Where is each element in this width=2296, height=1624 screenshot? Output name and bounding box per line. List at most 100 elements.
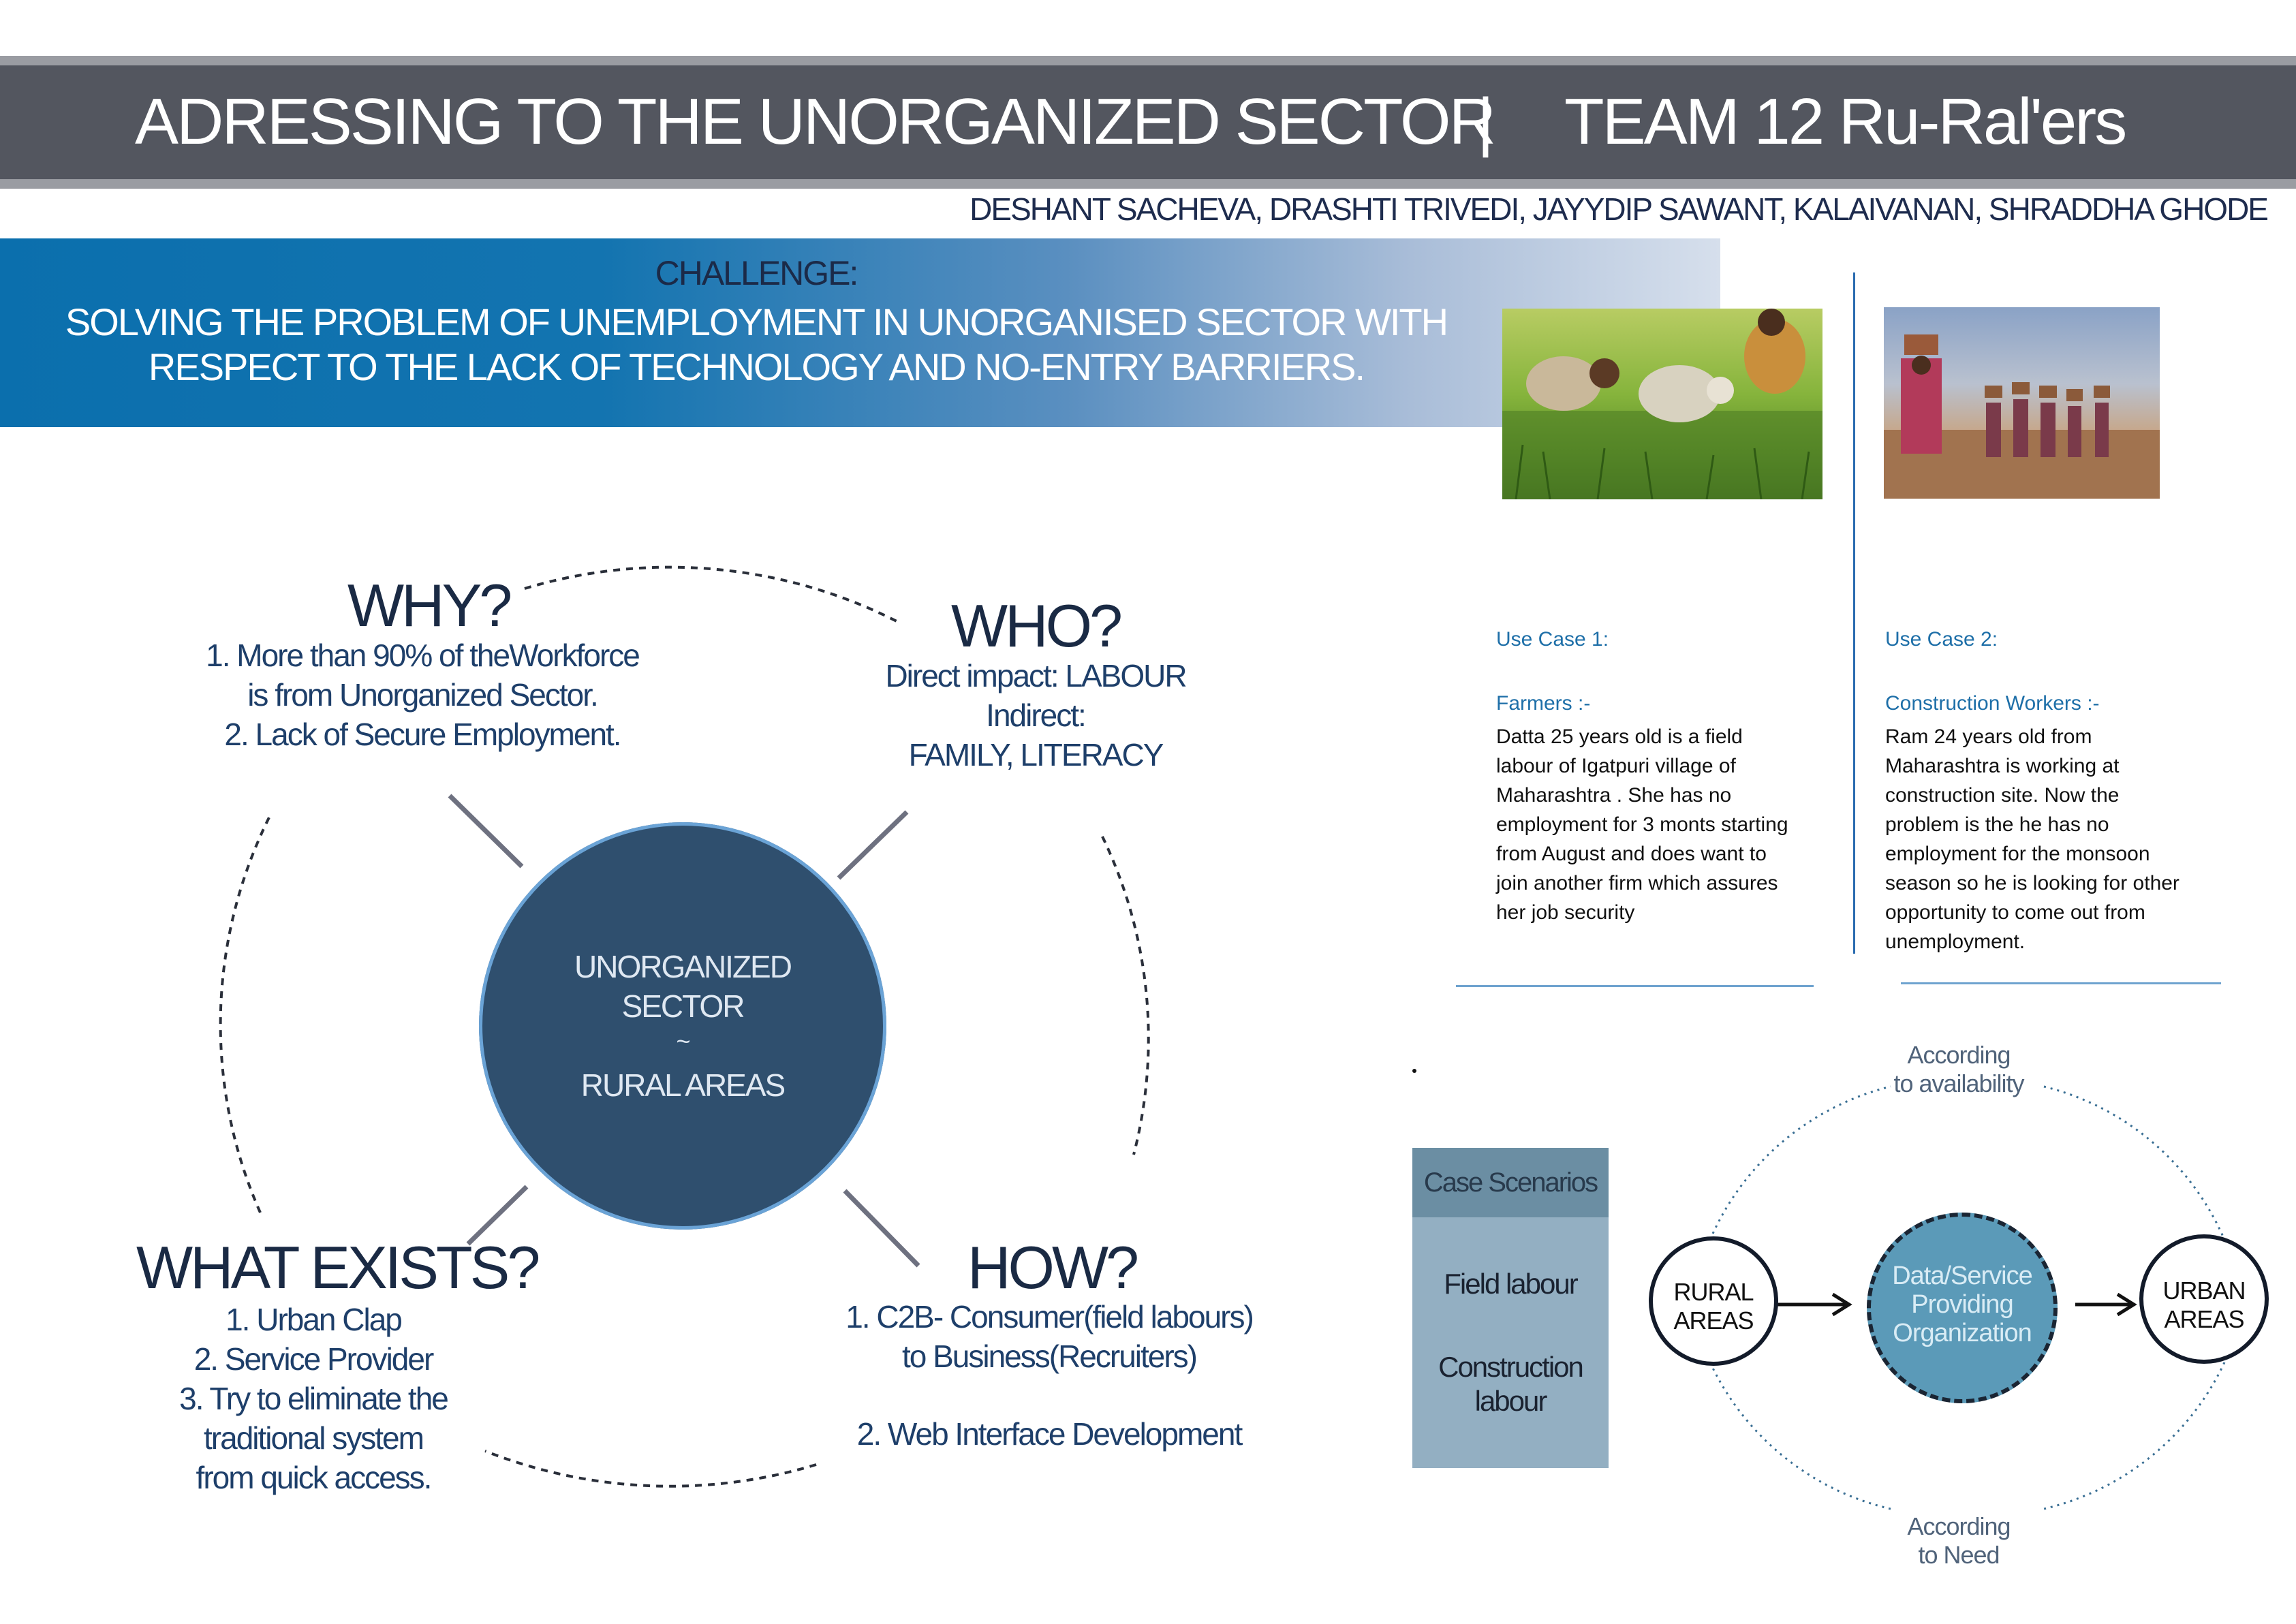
what-exists-line: traditional system — [204, 1420, 424, 1456]
what-exists-text: 1. Urban Clap 2. Service Provider 3. Try… — [123, 1300, 504, 1497]
use-case-2-line: construction site. Now the — [1885, 784, 2120, 807]
use-case-1-line: her job security — [1496, 901, 1635, 924]
urban-line: URBAN — [2162, 1277, 2246, 1305]
use-case-1-line: join another firm which assures — [1496, 872, 1778, 894]
why-line: is from Unorganized Sector. — [247, 677, 599, 713]
how-line: to Business(Recruiters) — [901, 1339, 1198, 1374]
how-line: 1. C2B- Consumer(field labours) — [846, 1299, 1254, 1334]
who-line: FAMILY, LITERACY — [908, 737, 1164, 772]
title-separator: | — [1477, 85, 1494, 158]
arc-bottom — [484, 1450, 817, 1488]
use-case-2-label: Use Case 2: — [1885, 628, 1998, 651]
arc-right — [1101, 836, 1150, 1155]
challenge-heading: CHALLENGE: — [655, 254, 859, 292]
center-circle — [479, 822, 886, 1230]
what-exists-line: 2. Service Provider — [193, 1341, 435, 1377]
center-text-line1: UNORGANIZED — [574, 949, 792, 984]
use-case-1-line: from August and does want to — [1496, 843, 1767, 865]
label-according-need: According to Need — [1840, 1512, 2078, 1570]
why-line: 2. Lack of Secure Employment. — [224, 717, 621, 752]
use-case-1-subject: Farmers :- — [1496, 692, 1591, 715]
use-case-1-label: Use Case 1: — [1496, 628, 1609, 651]
urban-areas-node — [2139, 1234, 2269, 1364]
rural-areas-label: RURAL AREAS — [1649, 1278, 1778, 1335]
center-text-line2: SECTOR — [621, 988, 745, 1024]
arrow-data-to-urban-head — [2116, 1292, 2137, 1317]
what-exists-line: 3. Try to eliminate the — [179, 1381, 449, 1416]
data-service-label: Data/Service Providing Organization — [1867, 1262, 2058, 1347]
urban-areas-label: URBAN AREAS — [2139, 1277, 2269, 1334]
center-text-line4: RURAL AREAS — [580, 1067, 786, 1103]
title-left: ADRESSING TO THE UNORGANIZED SECTOR — [135, 85, 1496, 158]
label-according-availability: According to availability — [1840, 1041, 2078, 1098]
use-case-2-line: employment for the monsoon — [1885, 843, 2150, 865]
use-case-2-text: Ram 24 years old from Maharashtra is wor… — [1885, 722, 2179, 956]
use-case-2-line: opportunity to come out from — [1885, 901, 2145, 924]
how-heading: HOW? — [967, 1234, 1139, 1301]
bottom-label-line: According — [1907, 1512, 2011, 1540]
how-line: 2. Web Interface Development — [856, 1416, 1243, 1452]
challenge-line-1: SOLVING THE PROBLEM OF UNEMPLOYMENT IN U… — [65, 300, 1448, 343]
use-case-1-line: Maharashtra . She has no — [1496, 784, 1732, 807]
connector-why — [448, 794, 524, 869]
use-case-2-line: Maharashtra is working at — [1885, 755, 2120, 777]
who-line: Indirect: — [986, 698, 1087, 733]
use-case-2-underline — [1901, 982, 2221, 984]
why-text: 1. More than 90% of theWorkforce is from… — [164, 636, 681, 754]
use-case-1-line: employment for 3 monts starting — [1496, 813, 1788, 836]
data-line: Organization — [1893, 1319, 2032, 1347]
use-case-divider — [1853, 272, 1855, 954]
connector-who — [837, 810, 909, 880]
rural-line: RURAL — [1673, 1278, 1754, 1306]
what-exists-line: 1. Urban Clap — [226, 1302, 403, 1337]
how-text: 1. C2B- Consumer(field labours) to Busin… — [818, 1297, 1281, 1454]
case-scenarios-heading: Case Scenarios — [1412, 1148, 1609, 1217]
use-case-2-line: problem is the he has no — [1885, 813, 2109, 836]
rural-line: AREAS — [1673, 1307, 1754, 1334]
use-case-1-text: Datta 25 years old is a field labour of … — [1496, 722, 1788, 927]
arc-top — [524, 565, 901, 625]
use-case-1-underline — [1456, 985, 1814, 987]
use-case-1-line: labour of Igatpuri village of — [1496, 755, 1736, 777]
who-text: Direct impact: LABOUR Indirect: FAMILY, … — [845, 656, 1226, 775]
construction-workers-photo — [1884, 307, 2160, 499]
why-heading: WHY? — [347, 572, 512, 639]
challenge-band — [0, 238, 1720, 427]
rural-areas-node — [1649, 1236, 1778, 1366]
flow-arc-bottom-right — [2043, 1362, 2226, 1510]
use-case-2-line: Ram 24 years old from — [1885, 725, 2092, 748]
top-label-line: to availability — [1893, 1069, 2024, 1097]
use-case-1-line: Datta 25 years old is a field — [1496, 725, 1743, 748]
page-title: ADRESSING TO THE UNORGANIZED SECTOR | TE… — [0, 71, 2296, 173]
case-item-construction-line2: labour — [1474, 1385, 1548, 1417]
data-service-node — [1867, 1213, 2058, 1403]
what-exists-line: from quick access. — [196, 1460, 433, 1495]
bottom-label-line: to Need — [1918, 1541, 2000, 1569]
case-item-construction-line1: Construction — [1438, 1351, 1584, 1383]
title-team: TEAM 12 Ru-Ral'ers — [1564, 85, 2127, 158]
flow-arc-top-left — [1709, 1085, 1891, 1240]
flow-arc-bottom-left — [1709, 1362, 1891, 1510]
case-item-field-labour: Field labour — [1444, 1268, 1578, 1300]
connector-how — [843, 1189, 920, 1268]
who-heading: WHO? — [951, 592, 1123, 659]
header-band — [0, 56, 2296, 189]
data-line: Data/Service — [1892, 1262, 2033, 1290]
connector-what-exists — [466, 1185, 529, 1246]
flow-arc-top-right — [2043, 1085, 2226, 1240]
who-line: Direct impact: LABOUR — [885, 658, 1187, 693]
center-text-line3: ~ — [676, 1027, 690, 1055]
challenge-line-2: RESPECT TO THE LACK OF TECHNOLOGY AND NO… — [148, 345, 1365, 388]
authors-line: DESHANT SACHEVA, DRASHTI TRIVEDI, JAYYDI… — [969, 191, 2269, 227]
urban-line: AREAS — [2164, 1305, 2244, 1333]
arrow-rural-to-data-head — [1831, 1292, 1852, 1317]
use-case-2-line: unemployment. — [1885, 931, 2026, 953]
data-line: Providing — [1911, 1290, 2013, 1319]
top-label-line: According — [1907, 1041, 2011, 1069]
farmers-photo — [1502, 309, 1822, 499]
what-exists-heading: WHAT EXISTS? — [136, 1234, 540, 1301]
use-case-2-subject: Construction Workers :- — [1885, 692, 2100, 715]
use-case-2-line: season so he is looking for other — [1885, 872, 2179, 894]
why-line: 1. More than 90% of theWorkforce — [206, 638, 640, 673]
